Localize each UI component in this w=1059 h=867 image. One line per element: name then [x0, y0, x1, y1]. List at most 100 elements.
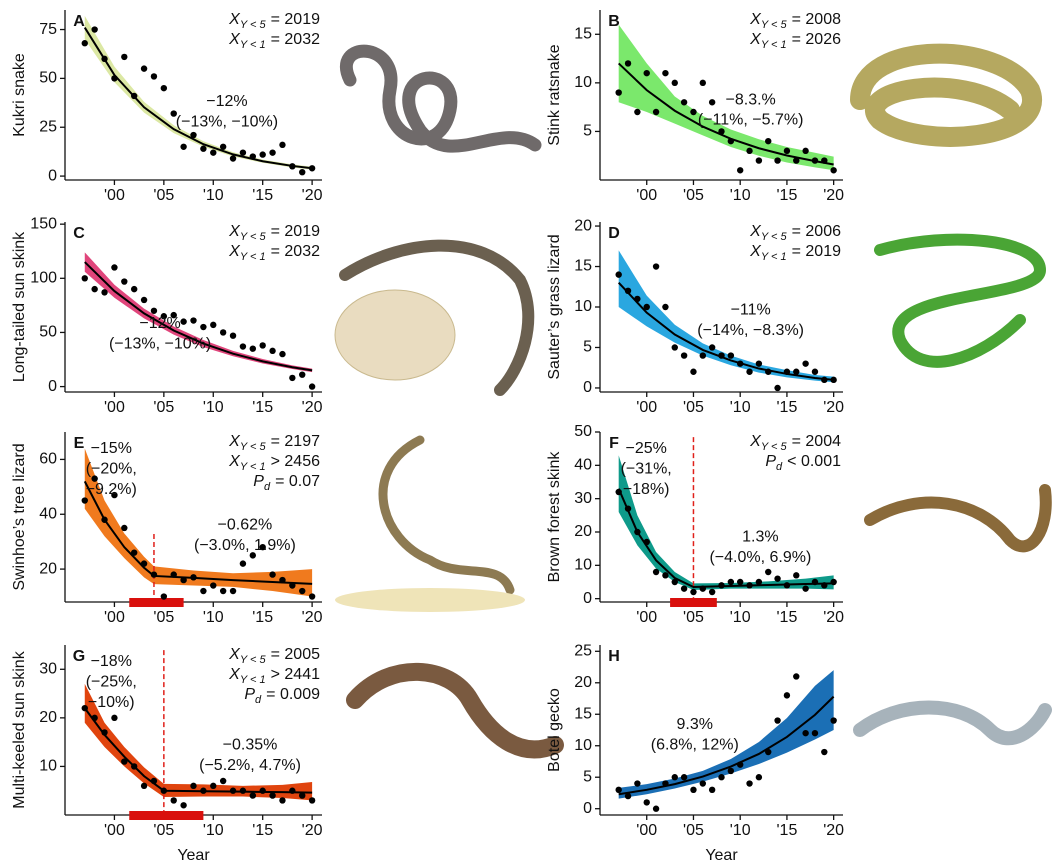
data-point: [240, 149, 246, 155]
statistic: XY < 1> 2456: [228, 453, 320, 473]
data-point: [784, 148, 790, 154]
data-point: [101, 517, 107, 523]
data-point: [728, 579, 734, 585]
statistic-value: = 2019: [792, 243, 841, 260]
statistic: Pd< 0.001: [765, 453, 841, 473]
rate-annotation: −12%: [139, 315, 180, 332]
data-point: [821, 582, 827, 588]
x-tick-label: '15: [252, 187, 273, 204]
data-point: [746, 148, 752, 154]
data-point: [289, 163, 295, 169]
data-point: [690, 787, 696, 793]
data-point: [131, 549, 137, 555]
data-point: [269, 149, 275, 155]
rate-annotation: (−3.0%, 1.9%): [194, 537, 296, 554]
panel-label: D: [608, 225, 620, 242]
data-point: [784, 369, 790, 375]
data-point: [653, 109, 659, 115]
skink-illustration: [355, 672, 555, 750]
x-tick-label: '00: [104, 187, 125, 204]
statistic-subscript: Y < 1: [761, 251, 787, 263]
statistic-symbol: P: [244, 686, 255, 703]
data-point: [131, 93, 137, 99]
data-point: [91, 286, 97, 292]
statistic-value: = 2006: [792, 223, 841, 240]
statistic-subscript: Y < 5: [761, 231, 788, 243]
data-point: [700, 585, 706, 591]
x-tick-label: '10: [203, 399, 224, 416]
x-tick-label: '20: [302, 822, 323, 839]
data-point: [672, 80, 678, 86]
statistic-value: = 2008: [792, 11, 841, 28]
rate-annotation: −0.62%: [218, 517, 273, 534]
data-point: [756, 360, 762, 366]
data-point: [718, 582, 724, 588]
data-point: [180, 577, 186, 583]
data-point: [299, 588, 305, 594]
panel: 204060'00'05'10'15'20ESwinhoe’s tree liz…: [11, 432, 322, 626]
y-axis-label: Long-tailed sun skink: [11, 231, 28, 382]
statistic: XY < 1= 2032: [228, 243, 320, 263]
data-point: [728, 768, 734, 774]
x-tick-label: '05: [683, 187, 704, 204]
data-point: [784, 692, 790, 698]
data-point: [634, 529, 640, 535]
rate-annotation: −15%: [91, 440, 132, 457]
statistic: Pd= 0.009: [244, 686, 320, 706]
rate-annotation: (−31%,: [621, 461, 672, 478]
data-point: [210, 783, 216, 789]
data-point: [615, 787, 621, 793]
data-point: [151, 73, 157, 79]
data-point: [240, 788, 246, 794]
data-point: [210, 582, 216, 588]
data-point: [210, 322, 216, 328]
y-tick-label: 100: [30, 270, 57, 287]
y-tick-label: 150: [30, 215, 57, 232]
data-point: [765, 569, 771, 575]
y-tick-label: 20: [39, 709, 57, 726]
y-tick-label: 40: [39, 505, 57, 522]
data-point: [802, 360, 808, 366]
data-point: [634, 780, 640, 786]
data-point: [111, 715, 117, 721]
data-point: [259, 342, 265, 348]
gecko-illustration: [860, 708, 1045, 739]
y-tick-label: 0: [48, 378, 57, 395]
x-tick-label: '10: [730, 399, 751, 416]
statistic-value: > 2441: [271, 666, 320, 683]
x-tick-label: '00: [104, 609, 125, 626]
x-tick-label: '10: [203, 822, 224, 839]
data-point: [141, 560, 147, 566]
data-point: [662, 572, 668, 578]
data-point: [625, 288, 631, 294]
rate-annotation: (−20%,: [86, 461, 137, 478]
data-point: [151, 778, 157, 784]
data-point: [200, 146, 206, 152]
statistic-subscript: d: [264, 481, 271, 493]
data-point: [210, 149, 216, 155]
data-point: [681, 774, 687, 780]
x-tick-label: '00: [636, 609, 657, 626]
data-point: [131, 286, 137, 292]
rate-annotation: (−14%, −8.3%): [697, 322, 804, 339]
data-point: [180, 802, 186, 808]
x-tick-label: '20: [302, 399, 323, 416]
rate-annotation: (−11%, −5.7%): [698, 112, 804, 129]
data-point: [784, 582, 790, 588]
skink-illustration: [870, 490, 1046, 546]
rate-annotation: (−5.2%, 4.7%): [199, 757, 301, 774]
data-point: [812, 157, 818, 163]
statistic: XY < 1> 2441: [228, 666, 320, 686]
data-point: [690, 109, 696, 115]
panel: 0255075'00'05'10'15'20AKukri snakeXY < 5…: [11, 10, 322, 204]
data-point: [289, 582, 295, 588]
data-point: [765, 138, 771, 144]
rate-annotation: (−13%, −10%): [176, 113, 278, 130]
y-tick-label: 0: [48, 167, 57, 184]
x-tick-label: '15: [776, 609, 797, 626]
x-tick-label: '20: [302, 187, 323, 204]
statistic: XY < 5= 2006: [749, 223, 841, 243]
x-tick-label: '00: [104, 822, 125, 839]
data-point: [681, 585, 687, 591]
